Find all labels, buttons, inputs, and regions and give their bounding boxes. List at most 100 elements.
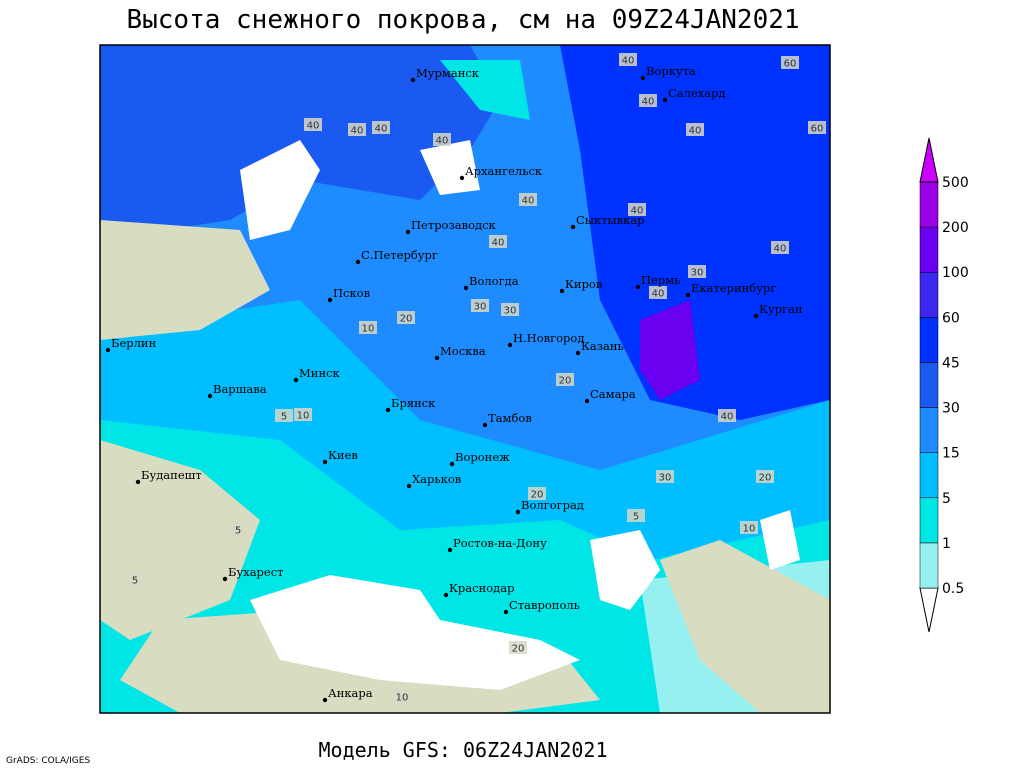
contour-label: 20 [400, 314, 413, 325]
contour-label: 60 [811, 124, 824, 135]
colorbar-label: 60 [942, 310, 960, 326]
contour-label: 30 [691, 268, 704, 279]
colorbar-box [919, 362, 939, 408]
contour-label-box [627, 509, 645, 522]
sea [250, 575, 580, 690]
city-label: Киров [565, 277, 602, 291]
sea [760, 510, 800, 570]
map [99, 44, 831, 714]
city-label: Анкара [328, 686, 373, 700]
contour-label: 10 [362, 324, 375, 335]
contour-label: 40 [622, 56, 635, 67]
contour-label-box [229, 523, 247, 536]
city-dot [635, 284, 641, 290]
city-label: Киев [328, 448, 358, 462]
city-dot [385, 407, 391, 413]
city-label: Ростов-на-Дону [453, 536, 547, 550]
city-label: Брянск [391, 396, 436, 410]
city-dot [222, 576, 228, 582]
contour-label: 40 [642, 97, 655, 108]
city-label: Воронеж [455, 450, 510, 464]
region [560, 45, 830, 420]
contour-label-box [781, 56, 799, 69]
city-dot [753, 313, 759, 319]
city-dot [105, 347, 111, 353]
contour-label-box [304, 118, 322, 131]
land [660, 540, 830, 713]
land [100, 220, 270, 340]
contour-label-box [639, 94, 657, 107]
city-label: С.Петербург [361, 248, 438, 262]
contour-label: 5 [132, 576, 138, 587]
colorbar-high [919, 137, 939, 183]
sea [420, 140, 480, 195]
city-dot [443, 592, 449, 598]
model-label: Модель GFS: 06Z24JAN2021 [319, 738, 608, 762]
contour-label: 40 [721, 412, 734, 423]
city-dot [293, 377, 299, 383]
contour-label-box [756, 470, 774, 483]
city-dot [406, 483, 412, 489]
contour-label-box [718, 409, 736, 422]
contour-label: 30 [504, 306, 517, 317]
contour-label: 30 [659, 473, 672, 484]
land [100, 440, 260, 640]
contour-label-box [294, 408, 312, 421]
colorbar-box [919, 181, 939, 228]
contour-label-box [619, 53, 637, 66]
sea [440, 60, 530, 120]
contour-label-box [471, 299, 489, 312]
city-dot [447, 547, 453, 553]
city-label: Архангельск [465, 164, 543, 178]
city-dot [135, 479, 141, 485]
city-label: Минск [299, 366, 341, 380]
city-label: Москва [440, 344, 486, 358]
city-label: Псков [333, 286, 370, 300]
colorbar-box [919, 317, 939, 363]
city-label: Берлин [111, 336, 157, 350]
city-dot [449, 461, 455, 467]
city-label: Салехард [668, 86, 726, 100]
contour-label: 5 [633, 512, 639, 523]
city-label: Варшава [213, 382, 267, 396]
city-dot [559, 288, 565, 294]
colorbar-label: 0.5 [942, 581, 964, 597]
city-label: Тамбов [488, 411, 532, 425]
contour-label: 5 [235, 526, 241, 537]
colorbar-label: 1 [942, 536, 951, 552]
city-dot [575, 350, 581, 356]
sea [240, 140, 320, 240]
contour-label-box [628, 203, 646, 216]
city-dot [434, 355, 440, 361]
city-dot [405, 229, 411, 235]
city-dot [685, 292, 691, 298]
colorbar-low [919, 587, 939, 633]
colorbar-box [919, 542, 939, 589]
contour-label: 40 [522, 196, 535, 207]
city-dot [322, 697, 328, 703]
city-label: Петрозаводск [411, 218, 497, 232]
contour-label: 40 [307, 121, 320, 132]
contour-label: 20 [512, 644, 525, 655]
contour-label: 10 [743, 524, 756, 535]
city-dot [503, 609, 509, 615]
contour-label-box [656, 470, 674, 483]
city-dot [570, 224, 576, 230]
city-label: Краснодар [449, 581, 514, 595]
contour-label: 40 [351, 126, 364, 137]
colorbar-box [919, 226, 939, 273]
colorbar-label: 200 [942, 220, 969, 236]
colorbar-label: 45 [942, 355, 960, 371]
colorbar-box [919, 497, 939, 544]
city-dot [584, 398, 590, 404]
contour-label: 40 [375, 124, 388, 135]
city-label: Ставрополь [509, 598, 580, 612]
city-dot [410, 77, 416, 83]
city-label: Мурманск [416, 66, 480, 80]
colorbar-box [919, 271, 939, 318]
title: Высота снежного покрова, см на 09Z24JAN2… [126, 5, 799, 35]
sea [590, 530, 660, 610]
city-dot [640, 75, 646, 81]
city-label: Харьков [412, 472, 461, 486]
